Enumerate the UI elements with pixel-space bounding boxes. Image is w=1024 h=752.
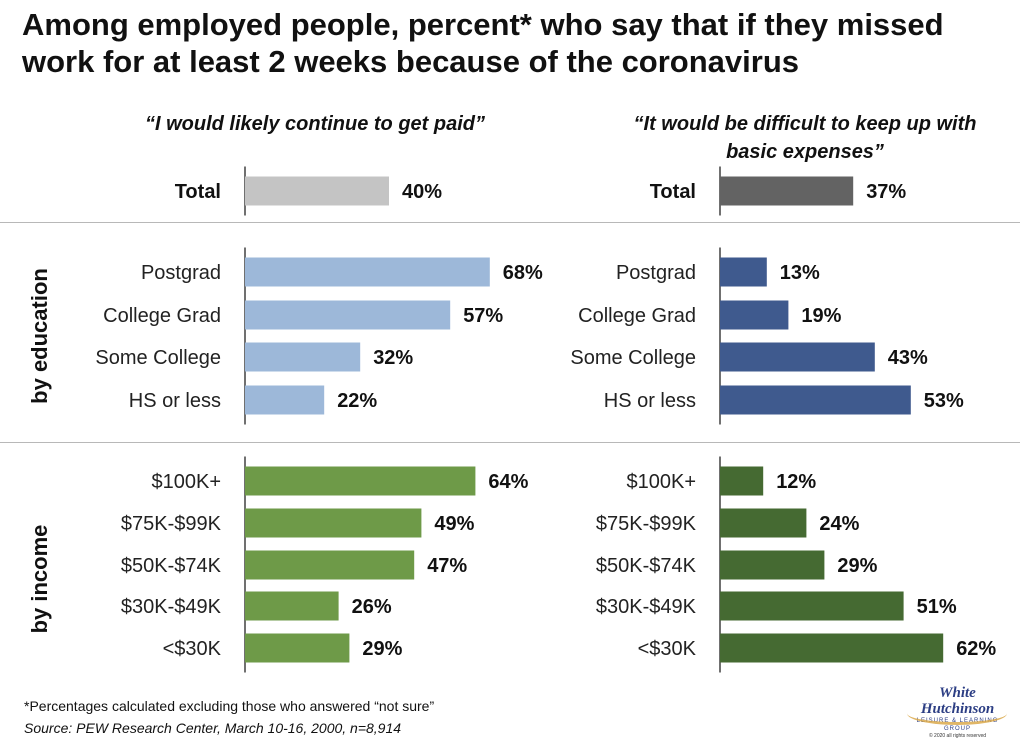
left-bar-8 xyxy=(245,591,339,621)
left-category-label-7: $50K-$74K xyxy=(121,555,222,577)
left-bar-6 xyxy=(245,508,422,538)
right-bar-3 xyxy=(720,342,875,372)
left-category-label-0: Total xyxy=(175,181,221,203)
right-bar-9 xyxy=(720,633,944,663)
right-bar-1 xyxy=(720,257,767,287)
left-chart-subtitle: “I would likely continue to get paid” xyxy=(144,113,486,135)
right-bar-0 xyxy=(720,176,854,206)
source-note: Source: PEW Research Center, March 10-16… xyxy=(24,720,402,736)
footnote: *Percentages calculated excluding those … xyxy=(24,698,435,714)
right-category-label-3: Some College xyxy=(570,347,696,369)
left-value-label-2: 57% xyxy=(463,305,503,327)
section-divider xyxy=(0,442,1020,443)
left-bar-4 xyxy=(245,385,325,415)
right-bar-7 xyxy=(720,550,825,580)
right-value-label-8: 51% xyxy=(917,596,957,618)
right-category-label-4: HS or less xyxy=(604,390,696,412)
total-divider xyxy=(0,222,1020,223)
left-value-label-1: 68% xyxy=(503,262,543,284)
right-category-label-0: Total xyxy=(650,181,696,203)
right-category-label-9: <$30K xyxy=(638,638,697,660)
logo-swoosh-icon xyxy=(907,702,1007,725)
left-value-label-7: 47% xyxy=(427,555,467,577)
right-category-label-7: $50K-$74K xyxy=(596,555,697,577)
left-value-label-5: 64% xyxy=(488,471,528,493)
right-bar-5 xyxy=(720,466,764,496)
left-category-label-5: $100K+ xyxy=(151,471,221,493)
right-category-label-2: College Grad xyxy=(578,305,696,327)
right-value-label-2: 19% xyxy=(801,305,841,327)
left-category-label-1: Postgrad xyxy=(141,262,221,284)
right-value-label-0: 37% xyxy=(866,181,906,203)
left-value-label-0: 40% xyxy=(402,181,442,203)
right-chart-subtitle: “It would be difficult to keep up with b… xyxy=(633,113,977,163)
right-category-label-1: Postgrad xyxy=(616,262,696,284)
left-bar-5 xyxy=(245,466,476,496)
right-value-label-9: 62% xyxy=(956,638,996,660)
left-bar-2 xyxy=(245,300,451,330)
left-category-label-9: <$30K xyxy=(163,638,222,660)
right-value-label-3: 43% xyxy=(888,347,928,369)
left-value-label-6: 49% xyxy=(434,513,474,535)
left-category-label-2: College Grad xyxy=(103,305,221,327)
left-category-label-3: Some College xyxy=(95,347,221,369)
right-category-label-5: $100K+ xyxy=(626,471,696,493)
right-bar-2 xyxy=(720,300,789,330)
left-category-label-8: $30K-$49K xyxy=(121,596,222,618)
left-bar-0 xyxy=(245,176,389,206)
right-value-label-1: 13% xyxy=(780,262,820,284)
logo-copyright: © 2020 all rights reserved xyxy=(928,733,987,739)
left-category-label-6: $75K-$99K xyxy=(121,513,222,535)
white-hutchinson-logo[interactable]: White Hutchinson LEISURE & LEARNING GROU… xyxy=(905,686,1010,746)
right-category-label-8: $30K-$49K xyxy=(596,596,697,618)
left-value-label-4: 22% xyxy=(337,390,377,412)
logo-line1: White xyxy=(939,685,976,701)
right-category-label-6: $75K-$99K xyxy=(596,513,697,535)
right-bar-6 xyxy=(720,508,807,538)
left-bar-3 xyxy=(245,342,361,372)
right-value-label-7: 29% xyxy=(837,555,877,577)
left-bar-1 xyxy=(245,257,490,287)
left-bar-9 xyxy=(245,633,350,663)
right-value-label-6: 24% xyxy=(819,513,859,535)
chart-title: Among employed people, percent* who say … xyxy=(22,7,944,79)
left-category-label-4: HS or less xyxy=(129,390,221,412)
left-value-label-3: 32% xyxy=(373,347,413,369)
left-value-label-8: 26% xyxy=(352,596,392,618)
left-bar-7 xyxy=(245,550,415,580)
right-bar-4 xyxy=(720,385,911,415)
right-bar-8 xyxy=(720,591,904,621)
right-value-label-4: 53% xyxy=(924,390,964,412)
left-value-label-9: 29% xyxy=(362,638,402,660)
right-value-label-5: 12% xyxy=(776,471,816,493)
